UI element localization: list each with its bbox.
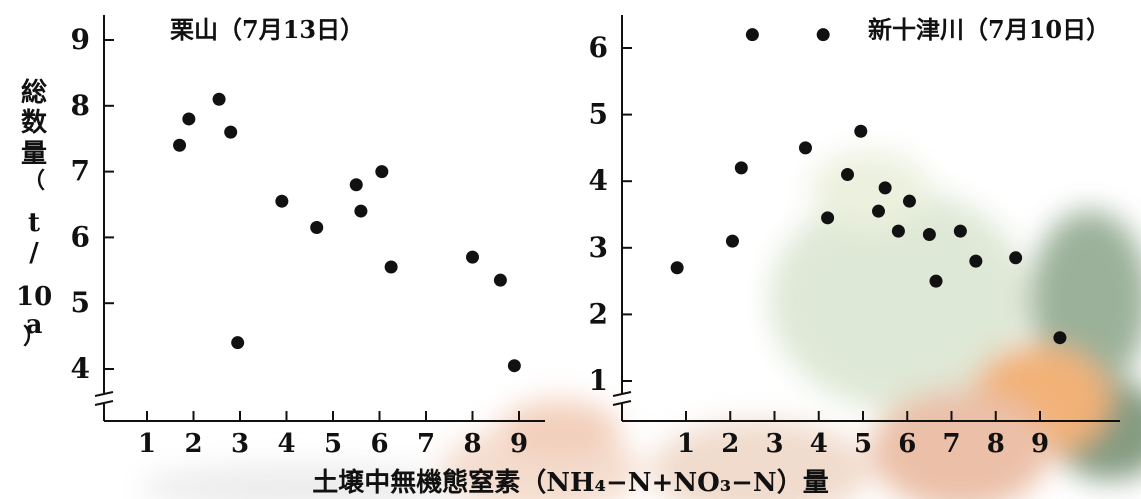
axis-break-mark xyxy=(94,400,114,406)
axis-break-mark xyxy=(612,400,632,406)
x-tick-label: 6 xyxy=(898,429,916,459)
y-axis-label-char: 量 xyxy=(20,139,47,169)
data-point xyxy=(182,112,196,126)
data-point xyxy=(275,194,289,208)
data-point xyxy=(310,221,324,235)
y-tick-label: 3 xyxy=(589,231,608,264)
x-tick-label: 7 xyxy=(942,429,960,459)
y-tick-label: 6 xyxy=(71,220,90,253)
x-tick-label: 3 xyxy=(231,429,249,459)
x-tick-label: 6 xyxy=(370,429,388,459)
x-axis-label: 土壌中無機態窒素（NH₄−N+NO₃−N）量 xyxy=(312,468,829,498)
data-point xyxy=(354,204,368,218)
data-point xyxy=(891,224,905,238)
x-tick-label: 9 xyxy=(510,429,528,459)
x-tick-label: 2 xyxy=(721,429,739,459)
data-point xyxy=(493,273,507,287)
data-point xyxy=(375,165,389,179)
data-point xyxy=(841,168,855,182)
x-tick-label: 3 xyxy=(765,429,783,459)
y-tick-label: 5 xyxy=(71,286,90,319)
y-tick-label: 4 xyxy=(589,164,608,197)
data-point xyxy=(507,359,521,373)
x-tick-label: 5 xyxy=(324,429,342,459)
y-tick-label: 4 xyxy=(71,352,90,385)
y-axis-label-char: 数 xyxy=(20,108,47,138)
x-tick-label: 8 xyxy=(987,429,1005,459)
y-axis-label-char: a xyxy=(25,310,43,340)
data-point xyxy=(1053,331,1067,345)
x-tick-label: 1 xyxy=(138,429,156,459)
x-tick-label: 2 xyxy=(184,429,202,459)
data-point xyxy=(871,204,885,218)
data-point xyxy=(878,181,892,195)
data-point xyxy=(798,141,812,155)
y-axis-label-char: t xyxy=(27,208,40,238)
data-point xyxy=(902,194,916,208)
data-point xyxy=(173,138,187,152)
y-axis-label-char: 総 xyxy=(20,78,47,108)
y-tick-label: 5 xyxy=(589,98,608,131)
data-point xyxy=(466,250,479,264)
y-axis-label-char: 10 xyxy=(16,282,53,312)
x-tick-label: 5 xyxy=(854,429,872,459)
axis-break-mark xyxy=(94,391,114,397)
y-axis-label-char: （ xyxy=(22,168,45,194)
data-point xyxy=(231,336,245,350)
data-point xyxy=(725,234,739,248)
x-tick-label: 8 xyxy=(463,429,481,459)
data-point xyxy=(745,28,759,42)
x-tick-label: 1 xyxy=(677,429,695,459)
data-point xyxy=(816,28,830,42)
y-tick-label: 8 xyxy=(71,89,90,122)
data-point xyxy=(384,260,398,274)
y-tick-label: 1 xyxy=(589,364,608,397)
data-point xyxy=(854,124,868,138)
data-point xyxy=(212,92,226,106)
y-tick-label: 6 xyxy=(589,31,608,64)
data-point xyxy=(670,261,684,275)
data-point xyxy=(953,224,967,238)
y-tick-label: 2 xyxy=(589,297,608,330)
x-tick-label: 7 xyxy=(417,429,435,459)
y-axis-label-char: ） xyxy=(22,324,45,350)
chart-title: 新十津川（7月10日） xyxy=(868,15,1110,44)
x-tick-label: 4 xyxy=(277,429,295,459)
x-tick-label: 9 xyxy=(1031,429,1049,459)
x-tick-label: 4 xyxy=(810,429,828,459)
data-point xyxy=(349,178,363,192)
data-point xyxy=(224,125,238,139)
data-point xyxy=(821,211,835,225)
data-point xyxy=(1009,251,1023,265)
data-point xyxy=(922,227,936,241)
y-tick-label: 9 xyxy=(71,23,90,56)
axis-break-mark xyxy=(612,391,632,397)
data-point xyxy=(734,161,748,175)
y-axis-label-char: / xyxy=(29,238,39,268)
chart-title: 栗山（7月13日） xyxy=(170,15,364,44)
y-tick-label: 7 xyxy=(71,155,90,188)
data-point xyxy=(929,274,943,288)
data-point xyxy=(969,254,983,268)
